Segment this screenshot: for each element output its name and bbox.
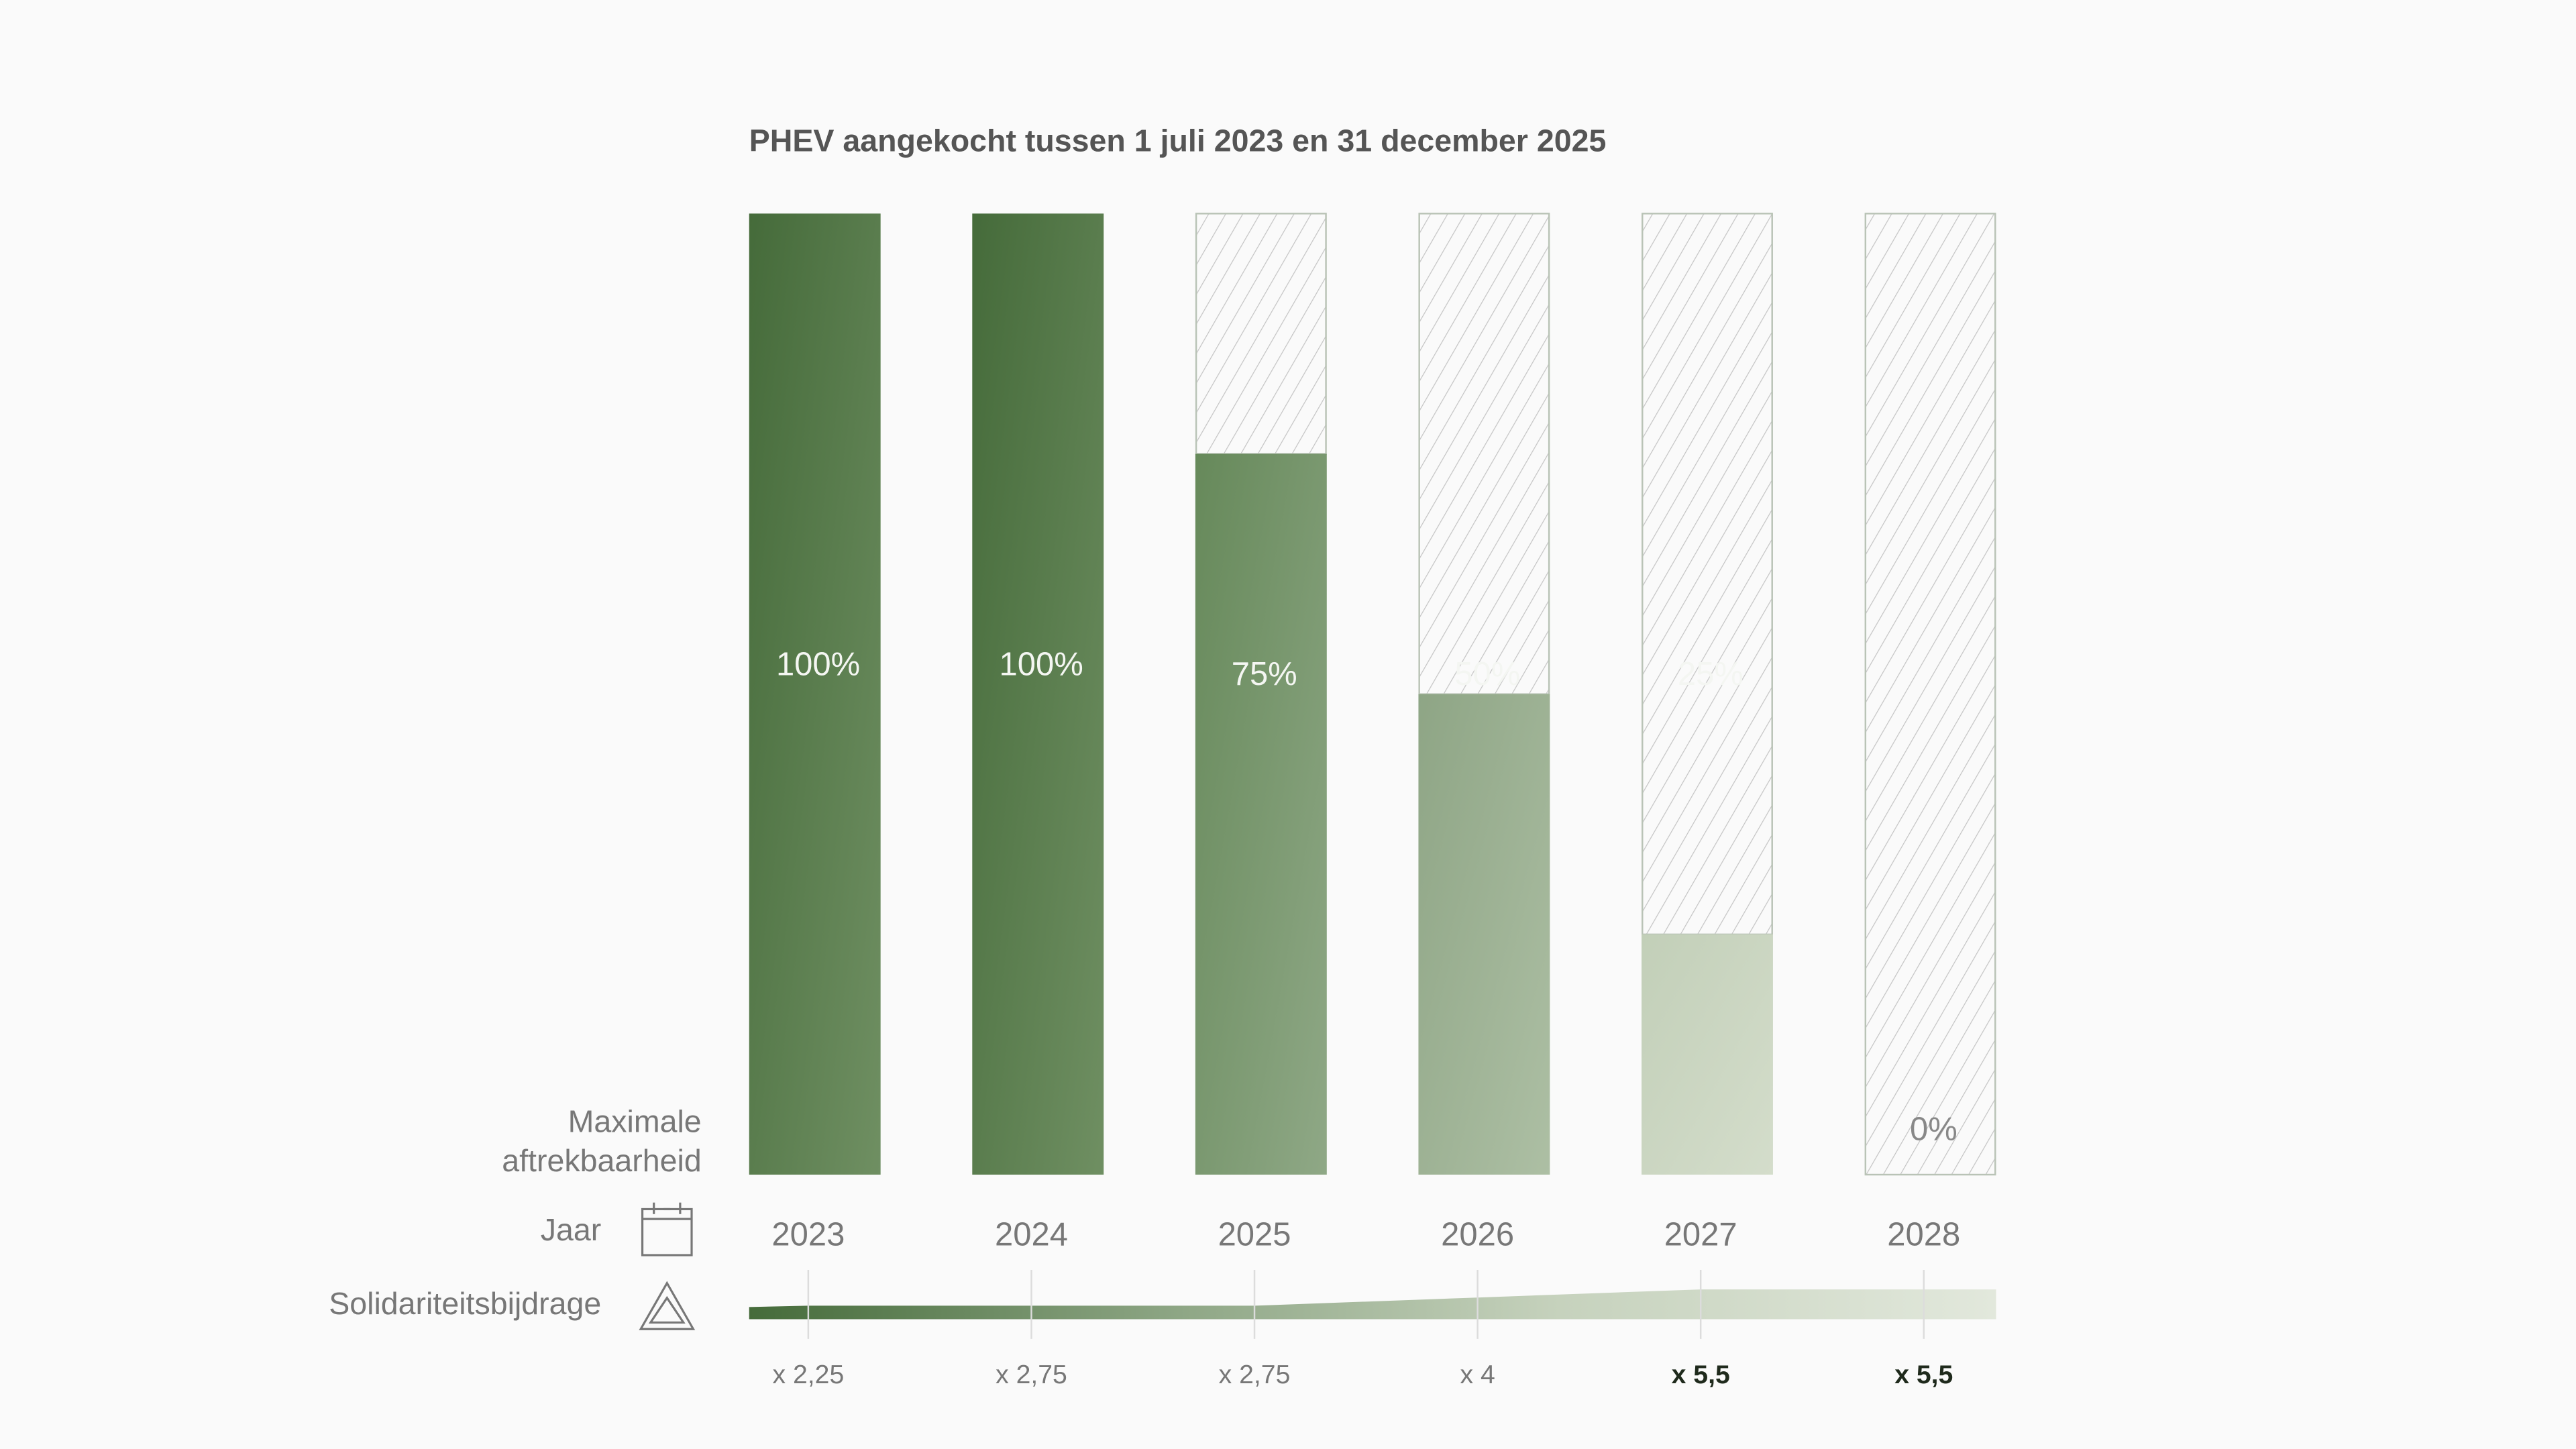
multiplier-label: x 5,5 [1672, 1360, 1730, 1389]
row-label-solidarity: Solidariteitsbijdrage [329, 1288, 602, 1323]
bar-2023 [749, 213, 881, 1175]
multiplier-label: x 2,25 [773, 1360, 845, 1389]
bar-value-label: 25% [1678, 656, 1743, 692]
bar-remainder-hatch [1195, 213, 1327, 455]
multiplier-label: x 4 [1460, 1360, 1495, 1389]
bar-remainder-hatch [1864, 213, 1996, 1176]
row-label-line: Maximale [568, 1106, 702, 1140]
row-label-deductibility: Maximale aftrekbaarheid [502, 1104, 701, 1183]
bar-2026 [1418, 694, 1550, 1175]
bar-value-label: 0% [1910, 1112, 1957, 1148]
multiplier-label: x 2,75 [996, 1360, 1067, 1389]
warning-triangle-icon [639, 1281, 696, 1330]
bar-value-label: 75% [1232, 656, 1297, 692]
bar-2024 [972, 213, 1104, 1175]
row-label-year: Jaar [540, 1214, 602, 1249]
year-label: 2024 [995, 1216, 1068, 1252]
bar-value-label: 100% [1000, 647, 1083, 683]
year-label: 2028 [1887, 1216, 1960, 1252]
bar-remainder-hatch [1642, 213, 1773, 936]
year-label: 2026 [1441, 1216, 1514, 1252]
bar-2025 [1195, 453, 1327, 1175]
year-label: 2025 [1218, 1216, 1291, 1252]
bar-remainder-hatch [1418, 213, 1550, 695]
bar-value-label: 100% [776, 647, 860, 683]
year-label: 2023 [771, 1216, 845, 1252]
year-label: 2027 [1664, 1216, 1737, 1252]
multiplier-label: x 2,75 [1219, 1360, 1291, 1389]
calendar-icon [641, 1202, 693, 1256]
chart-title: PHEV aangekocht tussen 1 juli 2023 en 31… [749, 125, 1607, 160]
solidarity-band [749, 1289, 1996, 1320]
bar-2027 [1642, 934, 1773, 1175]
bar-value-label: 50% [1454, 656, 1520, 692]
row-label-line: aftrekbaarheid [502, 1144, 702, 1180]
multiplier-label: x 5,5 [1894, 1360, 1953, 1389]
